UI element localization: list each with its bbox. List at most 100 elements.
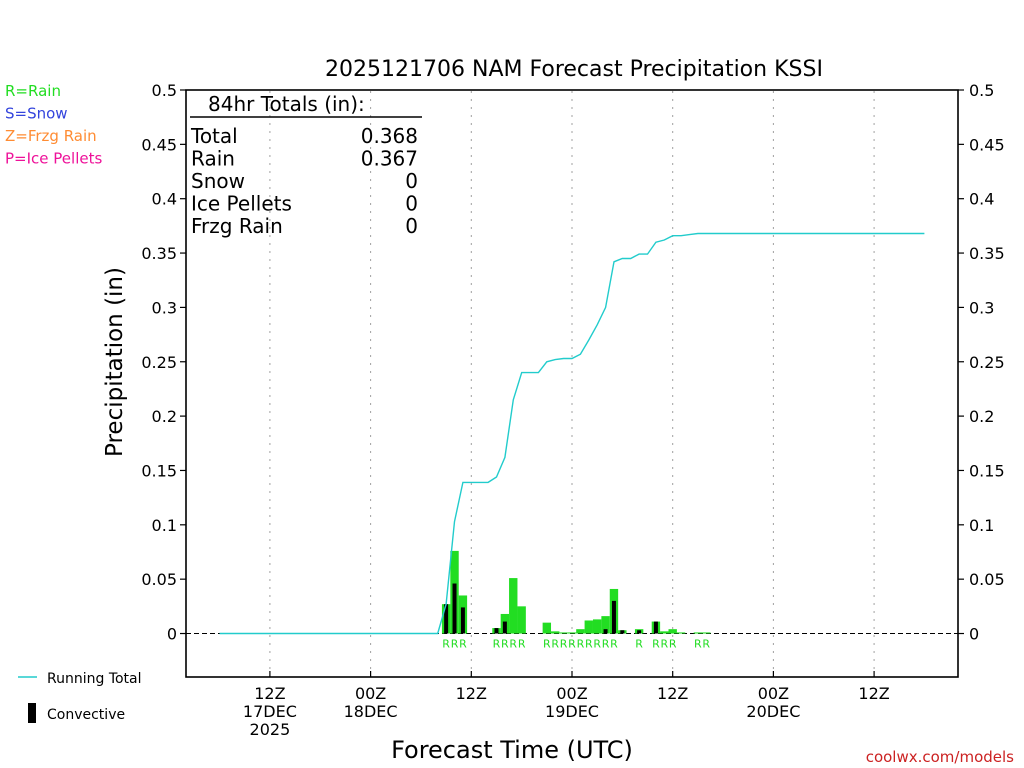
- precip-type-label: R: [560, 638, 568, 651]
- precip-bar: [559, 632, 568, 634]
- convective-bar: [603, 629, 608, 634]
- precip-type-label: R: [635, 638, 643, 651]
- convective-bar: [620, 630, 625, 634]
- precip-bar: [551, 631, 560, 634]
- convective-bar: [494, 628, 499, 634]
- y-tick-label-right: 0.3: [969, 298, 994, 317]
- convective-bar: [611, 600, 616, 634]
- y-tick-label-right: 0: [969, 625, 979, 644]
- y-tick-label: 0.5: [152, 81, 177, 100]
- precip-type-label: R: [451, 638, 459, 651]
- precip-bar: [693, 632, 703, 634]
- precip-type-label: R: [577, 638, 585, 651]
- precip-type-label: R: [493, 638, 501, 651]
- precip-bar: [509, 578, 518, 634]
- y-tick-label-right: 0.25: [969, 353, 1005, 372]
- precip-type-label: R: [694, 638, 702, 651]
- convective-bar: [637, 630, 642, 634]
- y-axis-label: Precipitation (in): [102, 267, 128, 457]
- x-tick-label: 12Z: [657, 684, 688, 703]
- y-tick-label-right: 0.05: [969, 570, 1005, 589]
- series-legend: Running Total Convective: [18, 671, 142, 723]
- precip-bar: [601, 616, 610, 634]
- precip-type-legend: R=Rain S=Snow Z=Frzg Rain P=Ice Pellets: [5, 82, 102, 168]
- totals-row-label: Snow: [191, 169, 245, 193]
- axes: 0 00.05 0.050.1 0.10.15 0.150.2 0.20.25 0.250.…: [141, 81, 1004, 739]
- running-total-legend-label: Running Total: [47, 671, 142, 687]
- totals-box: 84hr Totals (in): Total 0.368 Rain 0.367 Sno…: [190, 92, 422, 238]
- totals-row-value: 0: [405, 169, 418, 193]
- precip-type-label: R: [518, 638, 526, 651]
- totals-row-value: 0: [405, 192, 418, 216]
- x-tick-label: 19DEC: [545, 702, 599, 721]
- y-tick-label: 0.15: [141, 461, 177, 480]
- precip-type-label: R: [702, 638, 710, 651]
- totals-heading: 84hr Totals (in):: [208, 92, 365, 116]
- running-total-line: [219, 232, 925, 635]
- precip-type-label: R: [602, 638, 610, 651]
- y-tick-label-right: 0.5: [969, 81, 994, 100]
- y-tick-label: 0: [167, 625, 177, 644]
- precip-bar: [584, 620, 593, 634]
- precip-type-label: R: [593, 638, 601, 651]
- y-tick-label: 0.45: [141, 135, 177, 154]
- totals-row-value: 0: [405, 214, 418, 238]
- y-tick-label: 0.35: [141, 244, 177, 263]
- y-tick-label-right: 0.1: [969, 516, 994, 535]
- x-tick-label: 17DEC: [243, 702, 297, 721]
- convective-legend-swatch: [28, 703, 36, 723]
- precip-type-label: R: [585, 638, 593, 651]
- x-tick-label: 12Z: [254, 684, 285, 703]
- credit-link[interactable]: coolwx.com/models: [866, 748, 1014, 766]
- totals-row-label: Rain: [191, 147, 235, 171]
- y-tick-label-right: 0.35: [969, 244, 1005, 263]
- totals-row-label: Total: [190, 124, 238, 148]
- y-tick-label-right: 0.45: [969, 135, 1005, 154]
- precip-bar: [517, 606, 526, 634]
- y-tick-label: 0.2: [152, 407, 177, 426]
- precip-type-label: R: [509, 638, 517, 651]
- precip-type-label: R: [660, 638, 668, 651]
- precip-type-label: R: [568, 638, 576, 651]
- x-tick-label: 12Z: [858, 684, 889, 703]
- precip-bar: [668, 629, 677, 634]
- precip-type-label: R: [551, 638, 559, 651]
- y-tick-label: 0.25: [141, 353, 177, 372]
- grid-lines: [186, 91, 958, 676]
- precip-bar: [660, 631, 669, 634]
- y-tick-label: 0.3: [152, 298, 177, 317]
- y-tick-label: 0.4: [152, 190, 177, 209]
- totals-row-label: Ice Pellets: [191, 192, 292, 216]
- legend-entry: S=Snow: [5, 105, 68, 123]
- precip-type-label: R: [610, 638, 618, 651]
- running-total-series: [219, 232, 925, 635]
- precip-bar: [592, 619, 602, 634]
- precip-bar: [542, 622, 552, 634]
- convective-bar: [502, 621, 507, 634]
- legend-entry: Z=Frzg Rain: [5, 127, 97, 145]
- y-tick-label: 0.05: [141, 570, 177, 589]
- x-tick-label: 00Z: [355, 684, 386, 703]
- totals-row-label: Frzg Rain: [191, 214, 283, 238]
- precip-type-label: R: [543, 638, 551, 651]
- convective-bar: [444, 604, 449, 634]
- precip-bar: [567, 632, 577, 634]
- y-tick-label-right: 0.2: [969, 407, 994, 426]
- precip-bar: [676, 632, 686, 634]
- precip-type-label: R: [652, 638, 660, 651]
- x-tick-label: 2025: [250, 720, 291, 739]
- convective-bar: [452, 583, 457, 634]
- convective-bar: [460, 607, 465, 634]
- y-tick-label: 0.1: [152, 516, 177, 535]
- legend-entry: R=Rain: [5, 82, 61, 100]
- x-tick-label: 20DEC: [746, 702, 800, 721]
- x-tick-label: 00Z: [556, 684, 587, 703]
- x-tick-label: 12Z: [456, 684, 487, 703]
- x-tick-label: 00Z: [758, 684, 789, 703]
- totals-row-value: 0.368: [361, 124, 418, 148]
- precip-type-label: R: [501, 638, 509, 651]
- precip-bar: [702, 632, 711, 634]
- precip-bars: [441, 550, 711, 634]
